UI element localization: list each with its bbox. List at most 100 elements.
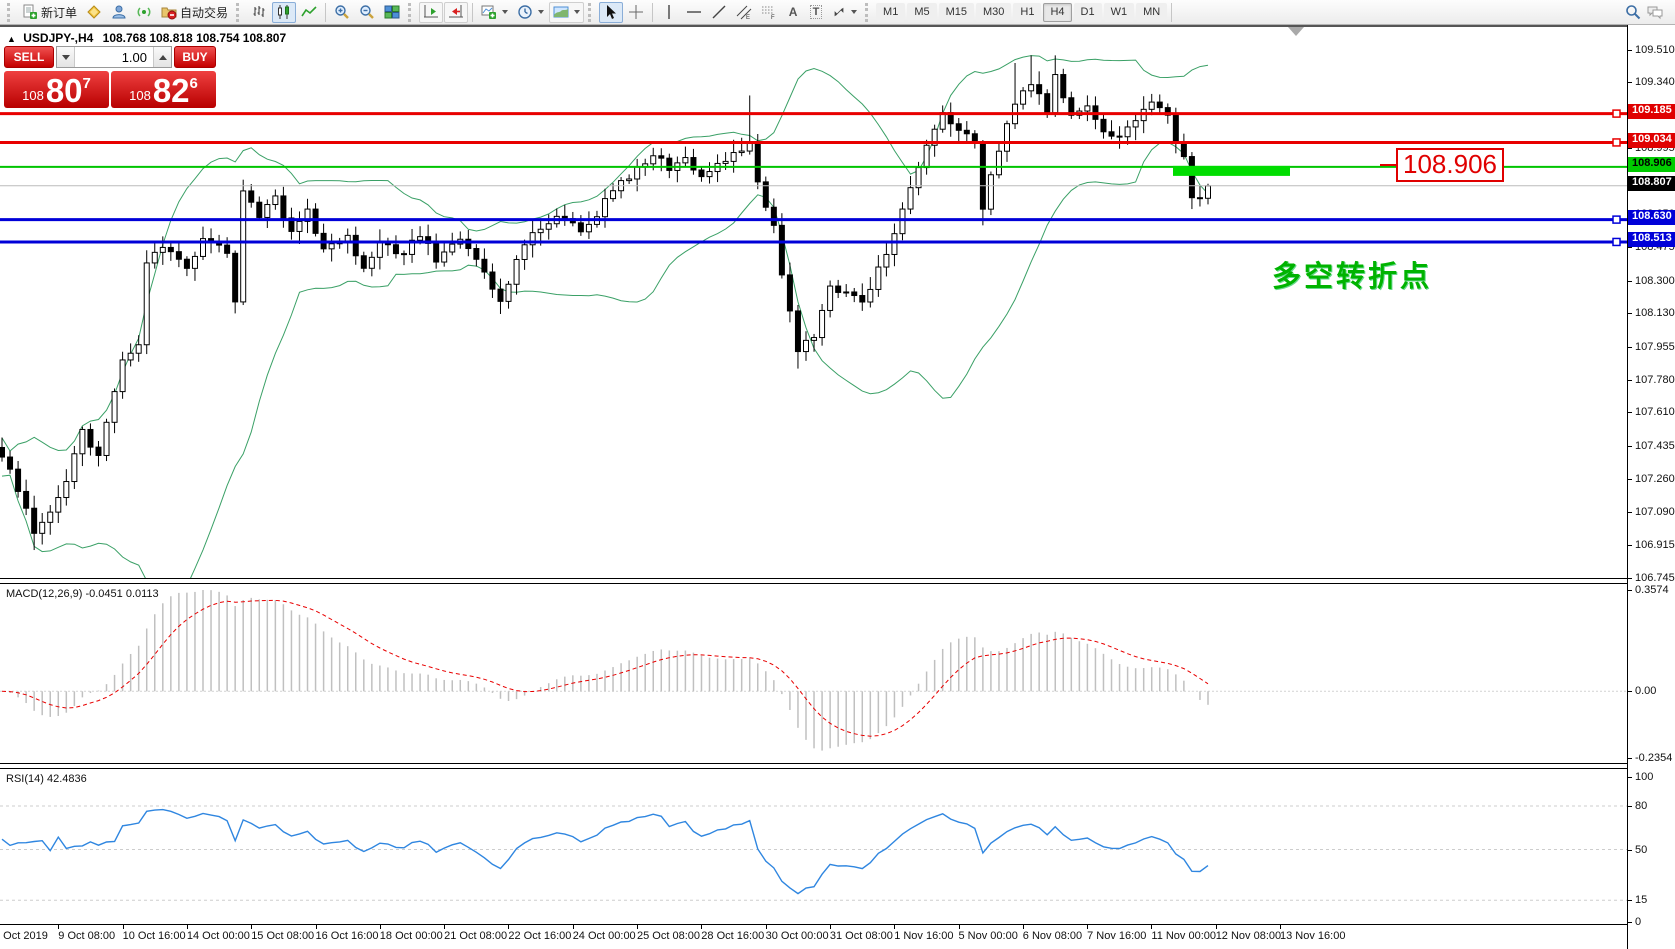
axis-label: 0.00 — [1635, 685, 1657, 698]
macd-pane[interactable] — [0, 584, 1627, 763]
sell-price-display[interactable]: 108 80 7 — [4, 71, 109, 108]
timeframe-H1[interactable]: H1 — [1013, 2, 1042, 22]
buy-button[interactable]: BUY — [174, 46, 216, 68]
chart-shift-button[interactable] — [444, 1, 469, 23]
price-badge-108.513: 108.513 — [1628, 232, 1675, 248]
volume-input[interactable] — [75, 47, 153, 67]
candlestick-chart-button[interactable] — [272, 1, 297, 23]
time-label: 6 Nov 08:00 — [1022, 930, 1083, 942]
timeframe-D1[interactable]: D1 — [1073, 2, 1102, 22]
axis-tick — [1628, 590, 1632, 591]
price-badge-108.630: 108.630 — [1628, 210, 1675, 226]
signals-button[interactable] — [132, 2, 156, 23]
dropdown-caret-icon — [538, 10, 545, 14]
main-chart-pane[interactable] — [0, 27, 1627, 578]
candle — [537, 228, 544, 234]
timeframe-W1[interactable]: W1 — [1103, 2, 1135, 22]
candle — [1132, 120, 1139, 128]
period-button[interactable] — [513, 2, 548, 23]
axis-tick — [1628, 777, 1632, 778]
template-button[interactable] — [549, 1, 585, 23]
zoom-in-button[interactable] — [330, 2, 354, 23]
candle — [497, 288, 504, 302]
candle — [31, 507, 38, 534]
scroll-marker-icon[interactable] — [1288, 27, 1304, 36]
time-tick — [1280, 925, 1281, 929]
candle — [1205, 185, 1211, 199]
new-chart-button[interactable] — [477, 2, 512, 23]
price-axis[interactable]: 109.510109.340109.165108.995108.820108.6… — [1627, 25, 1675, 949]
trendline-tool-button[interactable] — [707, 2, 731, 23]
price-annotation-box[interactable]: 108.906 — [1396, 148, 1504, 182]
chart-window-border — [0, 25, 1675, 27]
candle — [71, 453, 78, 483]
candle — [778, 224, 785, 276]
axis-label: -0.2354 — [1635, 752, 1673, 764]
autotrading-button[interactable]: 自动交易 — [157, 2, 232, 23]
timeframe-M30[interactable]: M30 — [976, 2, 1012, 22]
candle — [360, 255, 367, 269]
pane-divider[interactable] — [0, 763, 1675, 769]
time-label: 1 Nov 16:00 — [894, 930, 954, 942]
buy-price-display[interactable]: 108 82 6 — [111, 71, 216, 108]
search-icon[interactable] — [1625, 4, 1641, 20]
timeframe-M15[interactable]: M15 — [938, 2, 974, 22]
timeframe-H4[interactable]: H4 — [1043, 2, 1072, 22]
bar-chart-button[interactable] — [247, 2, 271, 23]
axis-label: 107.955 — [1635, 340, 1675, 353]
new-order-label: 新订单 — [41, 5, 78, 20]
text-tool-button[interactable]: A — [782, 2, 804, 23]
candle — [915, 167, 922, 189]
rsi-pane[interactable] — [0, 769, 1627, 924]
candle — [256, 201, 263, 218]
text-label-tool-button[interactable]: T — [805, 2, 827, 23]
toolbar-grip[interactable] — [7, 2, 13, 22]
zoom-out-button[interactable] — [355, 2, 379, 23]
equidistant-channel-icon: E — [736, 5, 752, 20]
line-endpoint-marker[interactable] — [1612, 109, 1621, 118]
candle — [344, 234, 351, 242]
pane-divider[interactable] — [0, 578, 1675, 584]
line-chart-button[interactable] — [297, 2, 321, 23]
candle — [1196, 197, 1203, 200]
toolbar-grip[interactable] — [865, 2, 871, 22]
autotrading-icon — [161, 7, 177, 20]
candle — [610, 190, 617, 200]
styler-button[interactable] — [82, 2, 106, 23]
candle — [119, 359, 126, 393]
chat-icon[interactable] — [1647, 4, 1663, 20]
timeframe-MN[interactable]: MN — [1136, 2, 1168, 22]
collapse-arrow-icon[interactable]: ▲ — [7, 34, 16, 44]
channel-tool-button[interactable]: E — [732, 2, 756, 23]
cursor-tool-button[interactable] — [599, 1, 624, 23]
line-endpoint-marker[interactable] — [1612, 215, 1621, 224]
crosshair-tool-button[interactable] — [624, 2, 648, 23]
timeframe-M5[interactable]: M5 — [907, 2, 937, 22]
sell-button[interactable]: SELL — [4, 46, 54, 68]
toolbar-grip[interactable] — [408, 2, 414, 22]
vertical-line-tool-button[interactable] — [657, 2, 681, 23]
axis-label: 15 — [1635, 894, 1648, 907]
volume-decrease-button[interactable] — [57, 47, 75, 67]
fibonacci-tool-button[interactable]: F — [757, 2, 781, 23]
toolbar-grip[interactable] — [236, 2, 242, 22]
turning-point-annotation[interactable]: 多空转折点 — [1272, 261, 1433, 293]
time-tick — [894, 925, 896, 929]
candle — [690, 157, 697, 171]
support-highlight-bar[interactable] — [1173, 165, 1290, 176]
time-label: 24 Oct 00:00 — [572, 930, 636, 942]
candle — [521, 244, 528, 260]
sell-price-main: 80 — [45, 72, 83, 109]
tile-windows-button[interactable] — [380, 2, 404, 23]
autoscroll-button[interactable] — [419, 1, 444, 23]
timeframe-M1[interactable]: M1 — [876, 2, 906, 22]
new-order-button[interactable]: 新订单 — [18, 2, 81, 23]
experts-button[interactable] — [107, 2, 131, 23]
line-endpoint-marker[interactable] — [1612, 138, 1621, 147]
toolbar-grip[interactable] — [588, 2, 594, 22]
horizontal-line-tool-button[interactable] — [682, 2, 706, 23]
line-endpoint-marker[interactable] — [1612, 237, 1621, 247]
volume-increase-button[interactable] — [153, 47, 171, 67]
arrows-tool-button[interactable] — [828, 2, 861, 23]
